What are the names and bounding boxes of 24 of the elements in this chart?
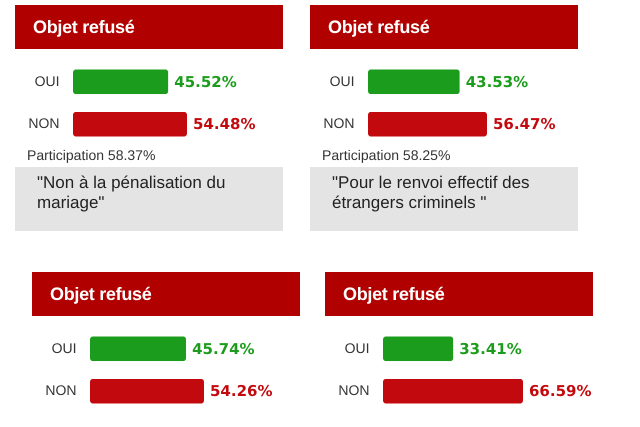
y-tick-label: NON xyxy=(28,115,60,132)
data-label: 56.47% xyxy=(493,115,556,134)
data-label: 45.52% xyxy=(174,72,237,91)
text: Participation 58.37% xyxy=(27,147,156,165)
y-tick-label: OUI xyxy=(344,340,370,356)
y-tick-label: NON xyxy=(45,382,76,398)
chart-title: Objet refusé xyxy=(310,5,578,49)
chart-title: Objet refusé xyxy=(32,272,300,316)
text: "Pour le renvoi effectif des étrangers criminels " xyxy=(310,167,578,231)
data-label: 33.41% xyxy=(459,340,522,358)
chart-title: Objet refusé xyxy=(325,272,593,316)
text: "Non à la pénalisation du mariage" xyxy=(15,167,283,231)
data-label: 66.59% xyxy=(529,382,592,400)
text: Participation 58.25% xyxy=(322,147,452,165)
data-label: 54.48% xyxy=(193,115,256,134)
y-tick-label: NON xyxy=(323,115,354,132)
data-label: 45.74% xyxy=(192,340,255,358)
data-label: 54.26% xyxy=(210,382,272,400)
chart-title: Objet refusé xyxy=(15,5,283,49)
y-tick-label: OUI xyxy=(34,72,60,89)
y-tick-label: OUI xyxy=(330,72,354,89)
y-tick-label: NON xyxy=(338,382,370,398)
y-tick-label: OUI xyxy=(52,340,76,356)
data-label: 43.53% xyxy=(466,72,528,91)
